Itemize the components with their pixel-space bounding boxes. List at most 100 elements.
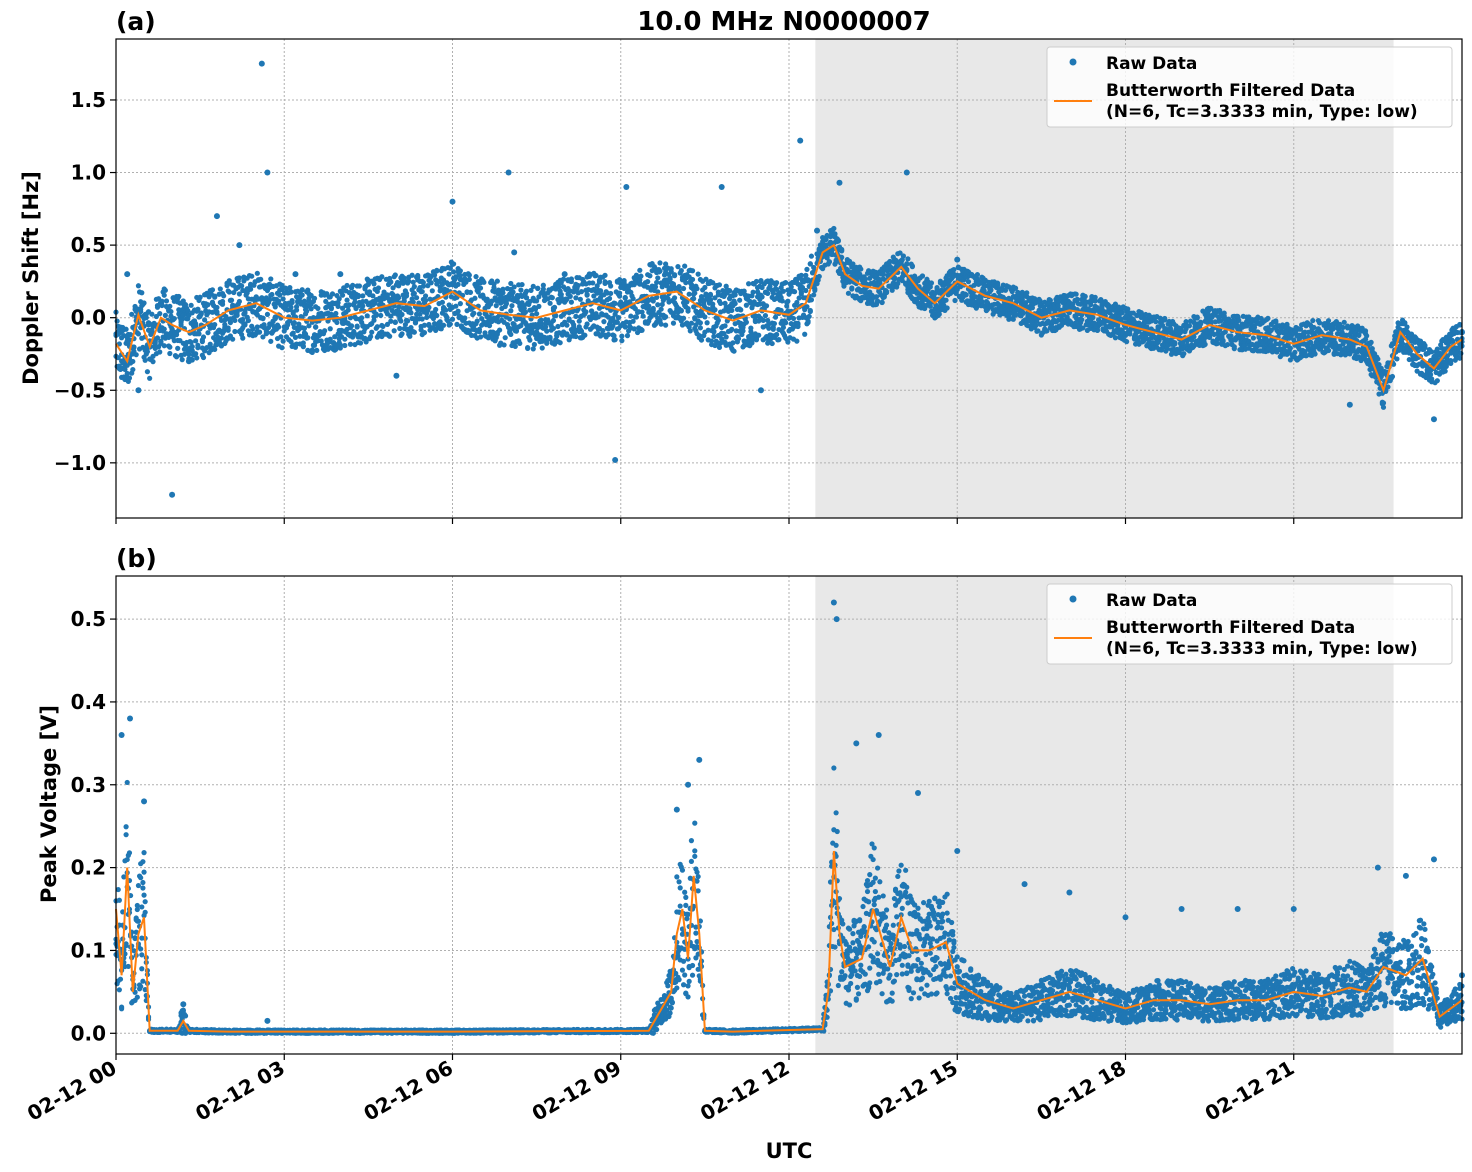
raw-data-point xyxy=(743,302,749,308)
raw-data-point xyxy=(223,313,229,320)
raw-data-point xyxy=(652,284,659,290)
raw-data-point xyxy=(862,276,868,282)
raw-data-point xyxy=(909,264,915,270)
raw-data-point xyxy=(1021,881,1028,888)
raw-data-point xyxy=(123,943,129,949)
raw-data-point xyxy=(346,302,352,308)
raw-data-point xyxy=(1389,373,1396,380)
raw-data-point xyxy=(794,299,800,306)
raw-data-point xyxy=(602,280,608,286)
raw-data-point xyxy=(217,286,223,292)
raw-data-point xyxy=(1325,347,1332,354)
raw-data-point xyxy=(612,456,619,463)
raw-data-point xyxy=(457,301,463,307)
raw-data-point xyxy=(167,303,173,309)
raw-data-point xyxy=(550,317,557,324)
raw-data-point xyxy=(783,279,789,286)
raw-data-point xyxy=(670,320,677,326)
raw-data-point xyxy=(446,271,452,277)
raw-data-point xyxy=(129,311,135,317)
raw-data-point xyxy=(264,329,271,336)
raw-data-point xyxy=(1090,314,1096,321)
raw-data-point xyxy=(337,271,344,278)
raw-data-point xyxy=(812,287,818,294)
raw-data-point xyxy=(289,299,295,306)
raw-data-point xyxy=(1231,346,1237,352)
raw-data-point xyxy=(762,313,769,319)
raw-data-point xyxy=(429,288,435,294)
raw-data-point xyxy=(1082,293,1088,299)
raw-data-point xyxy=(123,824,129,830)
raw-data-point xyxy=(356,283,363,289)
raw-data-point xyxy=(119,1004,125,1010)
raw-data-point xyxy=(1214,340,1221,347)
raw-data-point xyxy=(590,280,596,286)
raw-data-point xyxy=(250,326,256,332)
raw-data-point xyxy=(785,298,791,304)
raw-data-point xyxy=(467,289,474,295)
raw-data-point xyxy=(519,281,525,288)
raw-data-point xyxy=(879,299,885,305)
raw-data-point xyxy=(615,314,622,321)
raw-data-point xyxy=(525,344,531,351)
raw-data-point xyxy=(360,293,366,299)
raw-data-point xyxy=(139,290,145,296)
legend-a: Raw Data Butterworth Filtered Data (N=6,… xyxy=(1046,46,1453,128)
raw-data-point xyxy=(181,351,188,357)
y-tick-label: 1.0 xyxy=(71,161,106,185)
raw-data-point xyxy=(388,279,394,285)
raw-data-point xyxy=(663,314,669,320)
raw-data-point xyxy=(272,304,278,310)
raw-data-point xyxy=(988,287,994,293)
raw-data-point xyxy=(176,293,182,300)
raw-data-point xyxy=(161,292,167,298)
raw-data-point xyxy=(359,315,365,321)
raw-data-point xyxy=(141,300,147,306)
raw-data-point xyxy=(1430,856,1437,863)
raw-data-point xyxy=(1430,416,1437,423)
raw-data-point xyxy=(1394,356,1400,362)
raw-data-point xyxy=(522,309,529,315)
raw-data-point xyxy=(135,387,142,394)
raw-data-point xyxy=(633,314,640,320)
raw-data-point xyxy=(457,268,463,274)
raw-data-point xyxy=(269,291,275,298)
raw-data-point xyxy=(831,225,837,232)
raw-data-point xyxy=(291,324,297,331)
raw-data-point xyxy=(403,290,410,297)
raw-data-point xyxy=(306,323,312,329)
raw-data-point xyxy=(647,273,653,279)
raw-data-point xyxy=(551,304,558,310)
raw-data-point xyxy=(230,336,236,342)
raw-data-point xyxy=(790,315,797,322)
raw-data-point xyxy=(571,322,577,328)
raw-data-point xyxy=(236,275,242,281)
raw-data-point xyxy=(766,325,772,331)
raw-data-point xyxy=(214,310,220,316)
raw-data-point xyxy=(161,343,167,349)
raw-data-point xyxy=(236,242,243,249)
raw-data-point xyxy=(173,332,180,338)
raw-data-point xyxy=(157,311,163,317)
raw-data-point xyxy=(512,343,518,349)
raw-data-point xyxy=(853,740,860,747)
raw-data-point xyxy=(280,296,286,302)
raw-data-point xyxy=(954,256,961,263)
raw-data-point xyxy=(212,322,218,328)
raw-data-point xyxy=(135,331,142,337)
raw-data-point xyxy=(264,1017,271,1024)
raw-data-point xyxy=(655,275,661,281)
raw-data-point xyxy=(130,366,136,373)
raw-data-point xyxy=(131,344,137,350)
panel-a-doppler-shift: −1.0−0.50.00.51.01.5 (a) 10.0 MHz N00000… xyxy=(19,7,1465,524)
raw-data-point xyxy=(189,343,195,350)
raw-data-point xyxy=(380,323,386,330)
raw-data-point xyxy=(735,335,742,342)
raw-data-point xyxy=(163,298,170,304)
raw-data-point xyxy=(606,295,613,302)
raw-data-point xyxy=(219,301,226,307)
raw-data-point xyxy=(242,322,248,328)
raw-data-point xyxy=(816,273,822,280)
raw-data-point xyxy=(1402,872,1409,879)
raw-data-point xyxy=(550,325,557,332)
